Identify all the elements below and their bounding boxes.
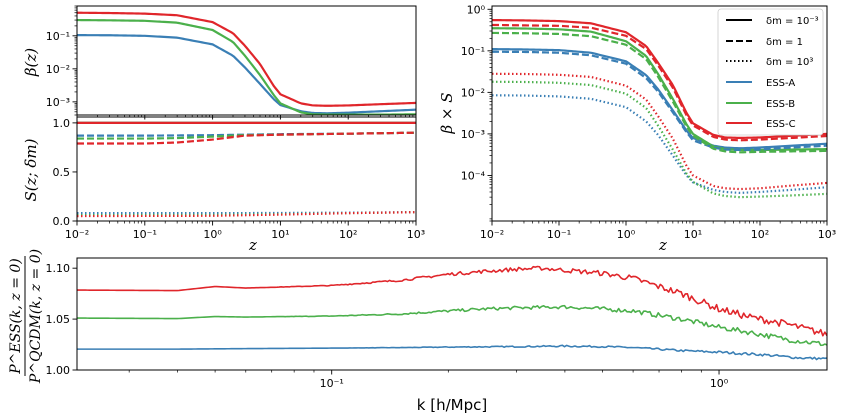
betaS-line-ess-b-m-10- <box>492 27 827 152</box>
S-xlabel: z <box>248 236 257 254</box>
S-xtick-label: 10³ <box>407 228 425 241</box>
S-xtick-label: 10¹ <box>271 228 289 241</box>
betaS-xtick-label: 10⁻¹ <box>547 228 571 241</box>
beta-line-ess-c <box>77 11 416 107</box>
beta-series <box>77 11 416 115</box>
betaS-ytick-label: 10⁻¹ <box>461 45 485 58</box>
ratio-xtick-label: 10⁰ <box>710 377 729 390</box>
legend-label-dashed: δm = 1 <box>766 37 803 48</box>
ratio-line-ess-b <box>77 304 827 347</box>
ratio-xticks: 10⁻¹ 10⁰ <box>128 370 729 390</box>
beta-ylabel: β(z) <box>22 48 40 77</box>
legend: δm = 10⁻³ δm = 1 δm = 10³ ESS-A ESS-B ES… <box>717 8 824 136</box>
betaS-xtick-label: 10³ <box>818 228 836 241</box>
betaS-ytick-label: 10⁻² <box>461 86 485 99</box>
S-ylabel: S(z; δm) <box>22 138 40 201</box>
ratio-frame <box>76 257 828 371</box>
betaS-line-ess-c-m-1 <box>492 23 827 142</box>
betaS-xlabel: z <box>658 236 667 254</box>
legend-label-solid: δm = 10⁻³ <box>766 16 819 27</box>
legend-label-ess-a: ESS-A <box>766 78 795 89</box>
ratio-xtick-label: 10⁻¹ <box>320 377 344 390</box>
S-line-ess-a-m-1 <box>77 131 416 137</box>
legend-box <box>717 8 824 136</box>
beta-line-ess-b <box>77 18 416 115</box>
betaS-xtick-label: 10⁰ <box>617 228 636 241</box>
ratio-yticks: 1.00 1.05 1.10 <box>46 262 77 377</box>
betaS-ytick-label: 10⁻⁴ <box>461 169 486 182</box>
betaS-xtick-label: 10¹ <box>684 228 702 241</box>
betaS-line-ess-b-m-1 <box>492 31 827 154</box>
ratio-ylabel-denominator: P^QCDM(k, z = 0) <box>28 249 44 384</box>
beta-ytick-label: 10⁻³ <box>46 96 70 109</box>
betaS-series <box>492 18 827 199</box>
ratio-ytick-label: 1.05 <box>46 313 71 326</box>
ratio-ylabel-numerator: P^ESS(k, z = 0) <box>8 258 24 375</box>
betaS-line-ess-a-m-10- <box>492 94 827 194</box>
ratio-xlabel: k [h/Mpc] <box>417 396 487 414</box>
beta-ytick-label: 10⁻² <box>46 63 70 76</box>
S-xtick-label: 10⁻¹ <box>133 228 157 241</box>
S-line-ess-c-m-10- <box>77 211 416 218</box>
legend-label-ess-b: ESS-B <box>766 99 795 110</box>
S-yticks: 0.0 0.5 1.0 <box>53 117 77 228</box>
legend-label-dotted: δm = 10³ <box>766 57 813 68</box>
ratio-ylabel: P^ESS(k, z = 0) P^QCDM(k, z = 0) <box>8 249 44 384</box>
ratio-line-ess-a <box>77 344 827 361</box>
beta-line-ess-a <box>77 34 416 115</box>
S-xtick-label: 10⁰ <box>203 228 222 241</box>
S-line-ess-a-m-10- <box>77 211 416 215</box>
betaS-xtick-label: 10⁻² <box>480 228 504 241</box>
S-ytick-label: 1.0 <box>53 117 71 130</box>
S-xtick-label: 10² <box>339 228 357 241</box>
ratio-line-ess-c <box>77 265 827 337</box>
beta-ytick-label: 10⁻¹ <box>46 30 70 43</box>
betaS-line-ess-a-m-10- <box>492 48 827 150</box>
S-series <box>77 121 416 218</box>
betaS-xticks: 10⁻² 10⁻¹ 10⁰ 10¹ 10² 10³ <box>480 221 836 241</box>
betaS-line-ess-c-m-10- <box>492 18 827 139</box>
betaS-frame <box>491 5 828 222</box>
S-xtick-label: 10⁻² <box>65 228 89 241</box>
beta-frame <box>76 5 417 116</box>
beta-yticks: 10⁻³ 10⁻² 10⁻¹ <box>46 5 77 116</box>
betaS-ylabel: β × S <box>438 92 456 134</box>
S-frame <box>76 116 417 222</box>
S-ytick-label: 0.5 <box>53 166 71 179</box>
ratio-ytick-label: 1.10 <box>46 262 71 275</box>
betaS-yticks: 10⁻⁴ 10⁻³ 10⁻² 10⁻¹ 10⁰ <box>461 3 492 222</box>
betaS-line-ess-a-m-1 <box>492 50 827 152</box>
betaS-ytick-label: 10⁻³ <box>461 128 485 141</box>
panel-ratio: 10⁻¹ 10⁰ 1.00 1.05 1.10 P^ESS(k, z = 0) P^Q… <box>8 249 828 414</box>
betaS-line-ess-b-m-10- <box>492 80 827 199</box>
ratio-series <box>77 265 827 361</box>
S-line-ess-c-m-1 <box>77 131 416 145</box>
S-ytick-label: 0.0 <box>53 215 71 228</box>
legend-label-ess-c: ESS-C <box>766 119 796 130</box>
S-xticks: 10⁻² 10⁻¹ 10⁰ 10¹ 10² 10³ <box>65 221 425 241</box>
ratio-ytick-label: 1.00 <box>46 364 71 377</box>
betaS-xtick-label: 10² <box>751 228 769 241</box>
panel-beta: 10⁻³ 10⁻² 10⁻¹ β(z) <box>22 5 417 120</box>
panel-S: 10⁻² 10⁻¹ 10⁰ 10¹ 10² 10³ 0.00.51.0 S(z; δm) … <box>22 116 425 254</box>
panel-betaS: 10⁻² 10⁻¹ 10⁰ 10¹ 10² 10³ 10⁻⁴ 10⁻³ 10⁻² 10⁻¹ 10⁰… <box>438 3 836 254</box>
betaS-ytick-label: 10⁰ <box>467 3 486 16</box>
